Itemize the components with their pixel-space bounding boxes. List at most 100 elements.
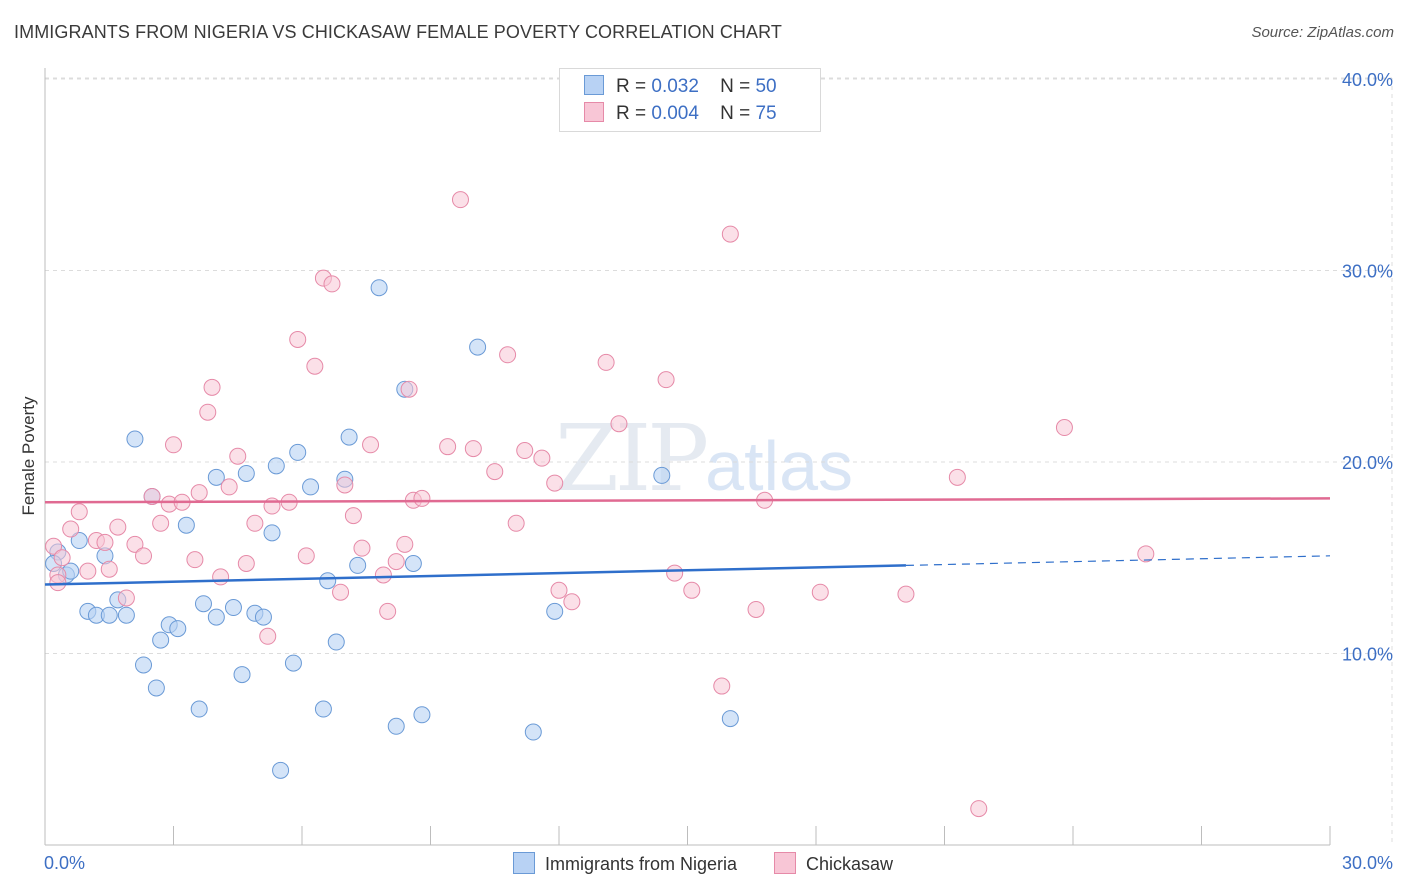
nigeria-point [404,554,422,572]
nigeria-point [70,532,88,550]
chickasaw-point [246,514,264,532]
series-nigeria-points [45,279,739,779]
chickasaw-point [186,551,204,569]
nigeria-point [327,633,345,651]
chickasaw-point [396,535,414,553]
chickasaw-point [1137,545,1155,563]
watermark-zip: ZIP [555,405,709,512]
chickasaw-point [109,518,127,536]
chickasaw-trend-line [44,497,1331,504]
trend-lines [44,497,1331,586]
series-legend: Immigrants from Nigeria Chickasaw [0,852,1406,875]
chickasaw-point [948,468,966,486]
legend-item-nigeria[interactable]: Immigrants from Nigeria [512,852,737,875]
chickasaw-point [811,583,829,601]
nigeria-point [169,620,187,638]
nigeria-point [546,602,564,620]
nigeria-point [126,430,144,448]
chickasaw-point [550,581,568,599]
chickasaw-point [332,583,350,601]
chickasaw-point [152,514,170,532]
nigeria-point [721,710,739,728]
chickasaw-point [96,533,114,551]
r-label: R = [616,103,647,124]
chickasaw-point [533,449,551,467]
y-tick-label: 20.0% [1342,453,1393,473]
chickasaw-point [451,191,469,209]
chickasaw-point [1055,419,1073,437]
nigeria-point [177,516,195,534]
chickasaw-point [546,474,564,492]
y-axis-title: Female Poverty [19,396,38,516]
nigeria-point [524,723,542,741]
n-label: N = [720,103,751,124]
nigeria-point [349,556,367,574]
x-tick-label-min: 0.0% [44,853,85,873]
chickasaw-point [190,484,208,502]
grid-layer [45,77,1393,845]
r-value: 0.032 [651,76,699,97]
chickasaw-point [683,581,701,599]
n-value: 75 [755,103,777,124]
nigeria-point [314,700,332,718]
chickasaw-point [353,539,371,557]
series-chickasaw-points [45,97,1155,818]
chickasaw-point [666,564,684,582]
nigeria-point [289,443,307,461]
watermark-atlas: atlas [705,427,854,505]
nigeria-point [100,606,118,624]
axis-layer [44,68,1331,846]
chickasaw-point [62,520,80,538]
nigeria-point [263,524,281,542]
chickasaw-point [499,346,517,364]
chickasaw-point [203,378,221,396]
y-tick-label: 30.0% [1342,262,1393,282]
chart-title: IMMIGRANTS FROM NIGERIA VS CHICKASAW FEM… [14,22,783,42]
nigeria-point [370,279,388,297]
chickasaw-point [439,438,457,456]
nigeria-point [190,700,208,718]
nigeria-point [340,428,358,446]
chickasaw-point [413,489,431,507]
chickasaw-point [135,547,153,565]
nigeria-point [302,478,320,496]
chickasaw-point [49,574,67,592]
nigeria-point [224,599,242,617]
chickasaw-point [721,225,739,243]
nigeria-point [207,608,225,626]
chickasaw-point [507,514,525,532]
y-tick-label: 10.0% [1342,645,1393,665]
legend-label-nigeria: Immigrants from Nigeria [544,854,737,874]
nigeria-point [152,631,170,649]
nigeria-point [387,717,405,735]
nigeria-trend-line [44,564,906,586]
x-tick-label-max: 30.0% [1342,853,1393,873]
chickasaw-point [100,560,118,578]
stats-legend-row-nigeria: R = 0.032 N = 50 [584,75,777,103]
chickasaw-point [563,593,581,611]
chickasaw-point [289,330,307,348]
chickasaw-point [297,547,315,565]
chickasaw-point [516,442,534,460]
chickasaw-point [212,568,230,586]
chickasaw-point [597,353,615,371]
chickasaw-point [117,589,135,607]
nigeria-point [267,457,285,475]
chickasaw-point [199,403,217,421]
legend-label-chickasaw: Chickasaw [806,854,894,874]
nigeria-point [233,666,251,684]
chickasaw-point [126,535,144,553]
nigeria-point [284,654,302,672]
chickasaw-point [362,436,380,454]
chickasaw-point [165,436,182,454]
chickasaw-swatch [584,102,604,122]
chickasaw-point [143,487,161,505]
legend-item-chickasaw[interactable]: Chickasaw [774,852,893,875]
zipatlas-watermark: ZIPatlas [555,405,853,512]
r-value: 0.004 [651,103,699,124]
chickasaw-point [220,478,238,496]
chickasaw-point [464,440,482,458]
chickasaw-point [70,503,88,521]
nigeria-point [469,338,487,356]
